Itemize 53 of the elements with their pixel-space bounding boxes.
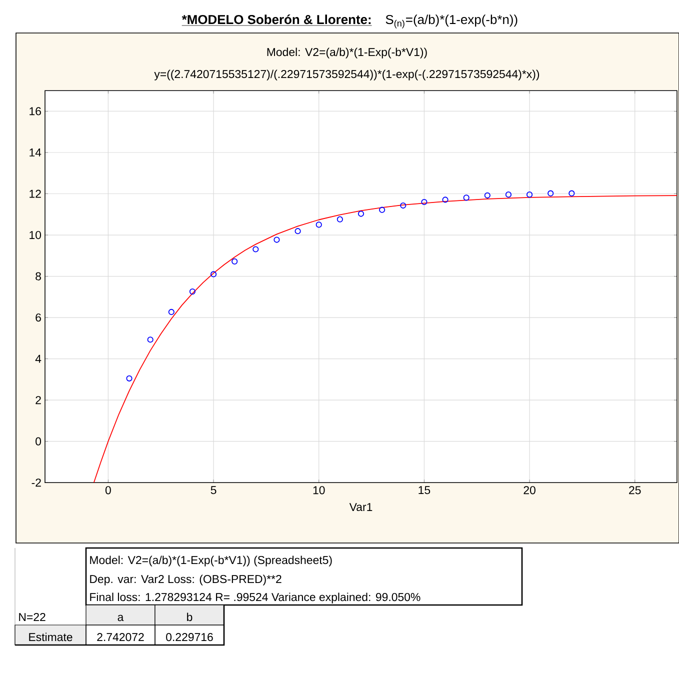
text: Final loss: 1.278293124 R= .99524 Variance explained: 99.050% [90, 592, 420, 604]
point [168, 308, 174, 316]
point [421, 198, 428, 206]
y-tick-label: 4 [35, 354, 42, 363]
x-axis-title: Var1 [349, 503, 372, 512]
text: b [187, 612, 192, 622]
y-tick-label: 16 [30, 107, 41, 116]
y-tick-label: 12 [30, 190, 41, 198]
text: Model: V2=(a/b)*(1-Exp(-b*V1)) (Spreadsheet5) [90, 556, 332, 566]
y-tick-label: 10 [30, 230, 42, 240]
point [379, 206, 386, 213]
point [126, 375, 132, 382]
x-tick-label: 15 [418, 486, 430, 494]
point [274, 236, 280, 243]
text: y=((2.7420715535127)/(.22971573592544))*(1-exp(-(.22971573592544)*x)) [154, 70, 540, 80]
chart-title: *MODELO Soberón & Llorente: [182, 14, 371, 24]
text: 0.229716 [166, 633, 213, 642]
text: S$_{(n)}$=(a/b)*(1-exp(-b*n)) [386, 14, 518, 28]
point [358, 210, 364, 217]
point [232, 258, 238, 264]
text: 2.742072 [97, 633, 144, 642]
text: N=22 [19, 613, 46, 621]
chart-subtitle: Model: V2=(a/b)*(1-Exp(-b*V1)) [267, 48, 427, 58]
line-series [93, 195, 678, 483]
x-tick-label: 0 [105, 486, 111, 494]
point [484, 192, 490, 198]
point [189, 288, 196, 295]
text: Estimate [29, 632, 72, 642]
point [463, 194, 470, 201]
point [400, 202, 406, 209]
point [505, 192, 512, 198]
y-tick-label: -2 [32, 478, 41, 487]
point [568, 190, 575, 196]
y-tick-label: 14 [30, 148, 42, 156]
text: Dep. var: Var2 Loss: (OBS-PRED)**2 [90, 574, 282, 586]
x-tick-label: 10 [313, 486, 325, 494]
point [442, 196, 448, 203]
x-tick-label: 20 [524, 486, 536, 494]
x-tick-label: 5 [210, 486, 216, 494]
point [210, 271, 217, 278]
point [548, 190, 554, 196]
x-tick-label: 25 [629, 486, 641, 494]
y-tick-label: 0 [36, 437, 42, 446]
point [252, 246, 259, 252]
y-tick-label: 2 [36, 396, 41, 404]
point [147, 336, 154, 343]
y-tick-label: 8 [36, 272, 41, 280]
y-tick-label: 6 [36, 313, 41, 322]
point [294, 228, 301, 234]
point [526, 192, 533, 198]
text: a [118, 614, 124, 622]
point [316, 222, 322, 228]
point [336, 216, 343, 222]
